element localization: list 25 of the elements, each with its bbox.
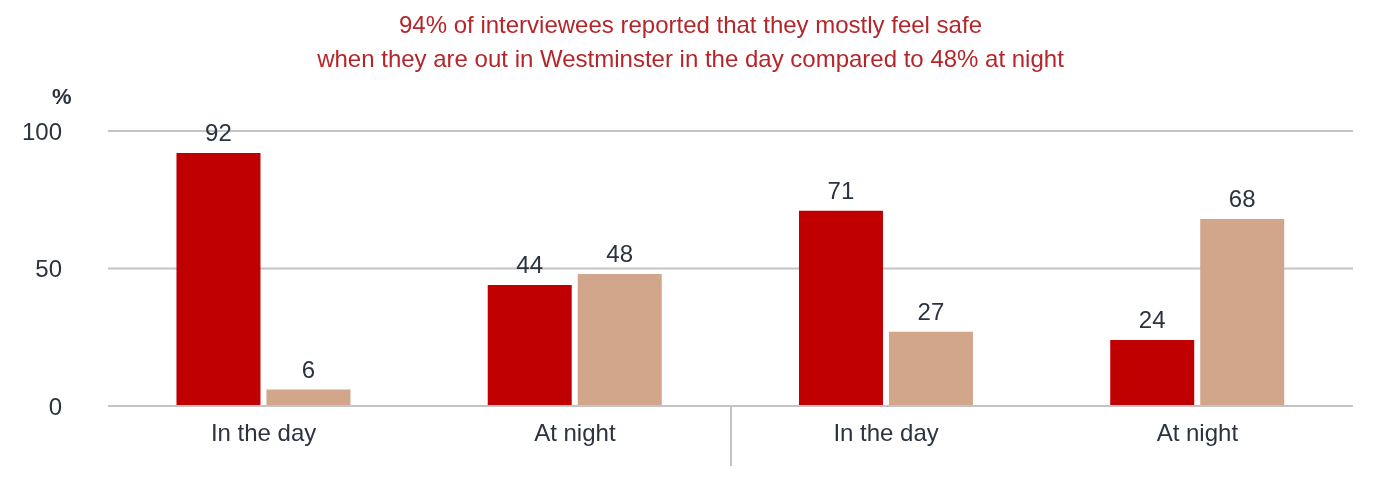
- bar: [888, 331, 973, 406]
- data-label: 27: [917, 297, 945, 325]
- y-tick-label: 50: [35, 255, 62, 283]
- data-label: 24: [1138, 306, 1166, 333]
- x-tick-label: At night: [1156, 419, 1239, 447]
- data-label: 6: [301, 355, 316, 383]
- data-label: 68: [1228, 185, 1256, 212]
- data-label: 71: [827, 176, 855, 204]
- bar: [577, 274, 662, 406]
- bar: [487, 285, 572, 406]
- bar: [176, 153, 261, 406]
- data-label: 44: [516, 251, 544, 278]
- data-label: 48: [606, 240, 634, 267]
- data-label: 92: [205, 119, 232, 146]
- bar: [1110, 340, 1195, 406]
- chart-title: 94% of interviewees reported that they mostly feel safe when they are out in Westminster in the day compared to 48% at night: [316, 10, 1065, 74]
- bar: [266, 389, 351, 406]
- y-axis-title: %: [52, 84, 72, 110]
- y-tick-label: 100: [21, 117, 62, 145]
- x-tick-label: In the day: [833, 419, 939, 447]
- x-tick-label: At night: [534, 419, 616, 447]
- bar: [798, 210, 883, 406]
- bar: [1200, 219, 1285, 406]
- y-tick-label: 0: [48, 392, 62, 420]
- x-tick-label: In the day: [210, 419, 317, 447]
